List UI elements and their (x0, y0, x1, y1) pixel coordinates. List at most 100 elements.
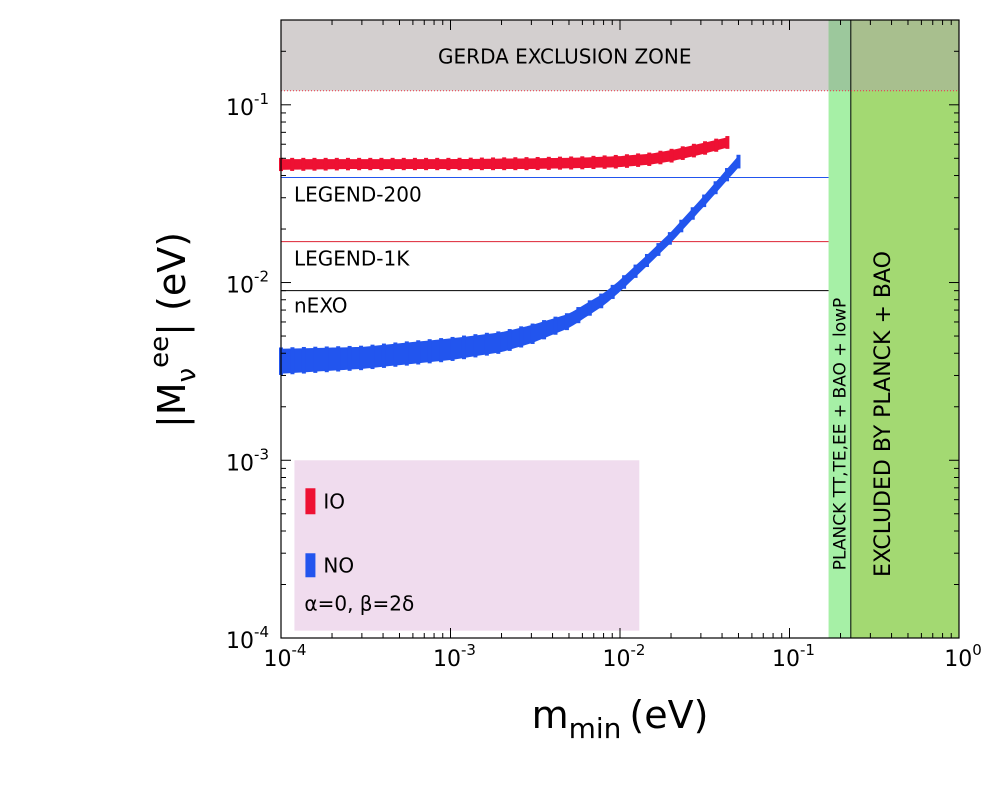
planck-bao-region (850, 20, 959, 638)
sensitivity-lines-layer (281, 176, 829, 292)
series-point-io (714, 138, 719, 152)
series-point-io (669, 148, 674, 163)
series-point-no (736, 154, 741, 169)
series-point-no (336, 346, 341, 372)
legend-layer (294, 460, 640, 631)
series-point-no (587, 300, 592, 316)
series-point-no (381, 343, 386, 368)
series-point-io (703, 141, 708, 155)
series-point-no (450, 336, 455, 361)
series-point-io (624, 154, 629, 168)
legend-label-no: NO (323, 553, 354, 577)
series-point-no (427, 339, 432, 364)
series-point-no (667, 232, 672, 245)
series-point-io (524, 157, 529, 171)
nexo-label: nEXO (294, 294, 347, 318)
series-point-no (633, 264, 638, 278)
planck-bao-gerda-overlap (850, 20, 959, 91)
series-point-no (473, 334, 478, 358)
series-point-no (553, 316, 558, 335)
series-point-io (680, 146, 685, 160)
legend-1k-label: LEGEND-1K (294, 247, 410, 271)
x-tick-label: 10-4 (264, 641, 307, 672)
series-point-no (301, 346, 306, 374)
planck-lowp-gerda-overlap (828, 20, 851, 91)
series-point-no (702, 194, 707, 208)
series-point-no (679, 219, 684, 233)
series-point-no (496, 331, 501, 354)
series-point-no (404, 341, 409, 366)
planck-lowp-region-label: PLANCK TT,TE,EE + BAO + lowP (831, 298, 851, 571)
series-point-no (564, 313, 569, 331)
series-point-io (691, 143, 696, 158)
series-point-no (656, 243, 661, 256)
series-point-io (301, 157, 306, 171)
legend-swatch-io (305, 488, 316, 515)
series-point-no (347, 345, 352, 371)
series-point-io (457, 157, 462, 171)
series-point-no (507, 329, 512, 351)
series-point-io (390, 157, 395, 171)
series-point-io (357, 157, 362, 171)
series-point-io (557, 156, 562, 170)
legend-200-label: LEGEND-200 (294, 182, 422, 206)
x-tick-label: 100 (944, 641, 982, 672)
series-point-io (435, 157, 440, 171)
series-point-no (542, 320, 547, 340)
series-point-io (312, 157, 317, 171)
series-layer (279, 136, 741, 375)
series-point-io (602, 155, 607, 169)
series-point-no (359, 345, 364, 371)
series-point-io (368, 157, 373, 171)
series-point-no (370, 344, 375, 370)
y-tick-label: 10-4 (226, 623, 269, 654)
series-point-io (647, 152, 652, 166)
series-point-io (401, 157, 406, 171)
series-point-no (324, 346, 329, 373)
x-tick-label: 10-3 (433, 641, 476, 672)
series-point-no (484, 332, 489, 356)
series-point-no (530, 323, 535, 344)
x-tick-label: 10-2 (603, 641, 646, 672)
series-point-io (468, 157, 473, 171)
series-point-no (622, 275, 627, 289)
series-point-no (599, 293, 604, 309)
series-point-io (412, 157, 417, 171)
series-point-io (424, 157, 429, 171)
series-point-io (535, 156, 540, 171)
planck-lowp-region (828, 20, 851, 638)
series-point-io (613, 154, 618, 169)
series-point-no (610, 284, 615, 299)
series-point-io (591, 155, 596, 170)
series-point-no (713, 181, 718, 195)
series-point-io (502, 157, 507, 171)
series-point-io (636, 153, 641, 167)
series-point-no (644, 253, 649, 268)
y-tick-label: 10-2 (226, 268, 269, 299)
legend-label-io: IO (323, 489, 345, 513)
legend-note: α=0, β=2δ (304, 591, 414, 615)
series-point-io (334, 157, 339, 171)
series-point-no (313, 346, 318, 373)
series-point-io (379, 157, 384, 171)
series-point-io (546, 156, 551, 170)
series-point-io (323, 157, 328, 171)
series-point-no (461, 335, 466, 360)
regions-layer (281, 20, 959, 638)
series-point-no (725, 168, 730, 182)
series-point-no (576, 307, 581, 324)
frame-layer (280, 19, 960, 639)
series-point-no (519, 326, 524, 348)
series-point-no (290, 347, 295, 375)
series-point-io (513, 157, 518, 171)
series-point-no (439, 338, 444, 363)
series-point-io (479, 157, 484, 171)
series-point-io (491, 157, 496, 171)
series-point-io (580, 156, 585, 170)
gerda-region-label: GERDA EXCLUSION ZONE (438, 44, 691, 68)
series-point-io (658, 150, 663, 165)
series-point-io (446, 157, 451, 171)
y-axis-title: |Mνee| (eV) (145, 232, 202, 428)
legend-box (294, 460, 640, 631)
